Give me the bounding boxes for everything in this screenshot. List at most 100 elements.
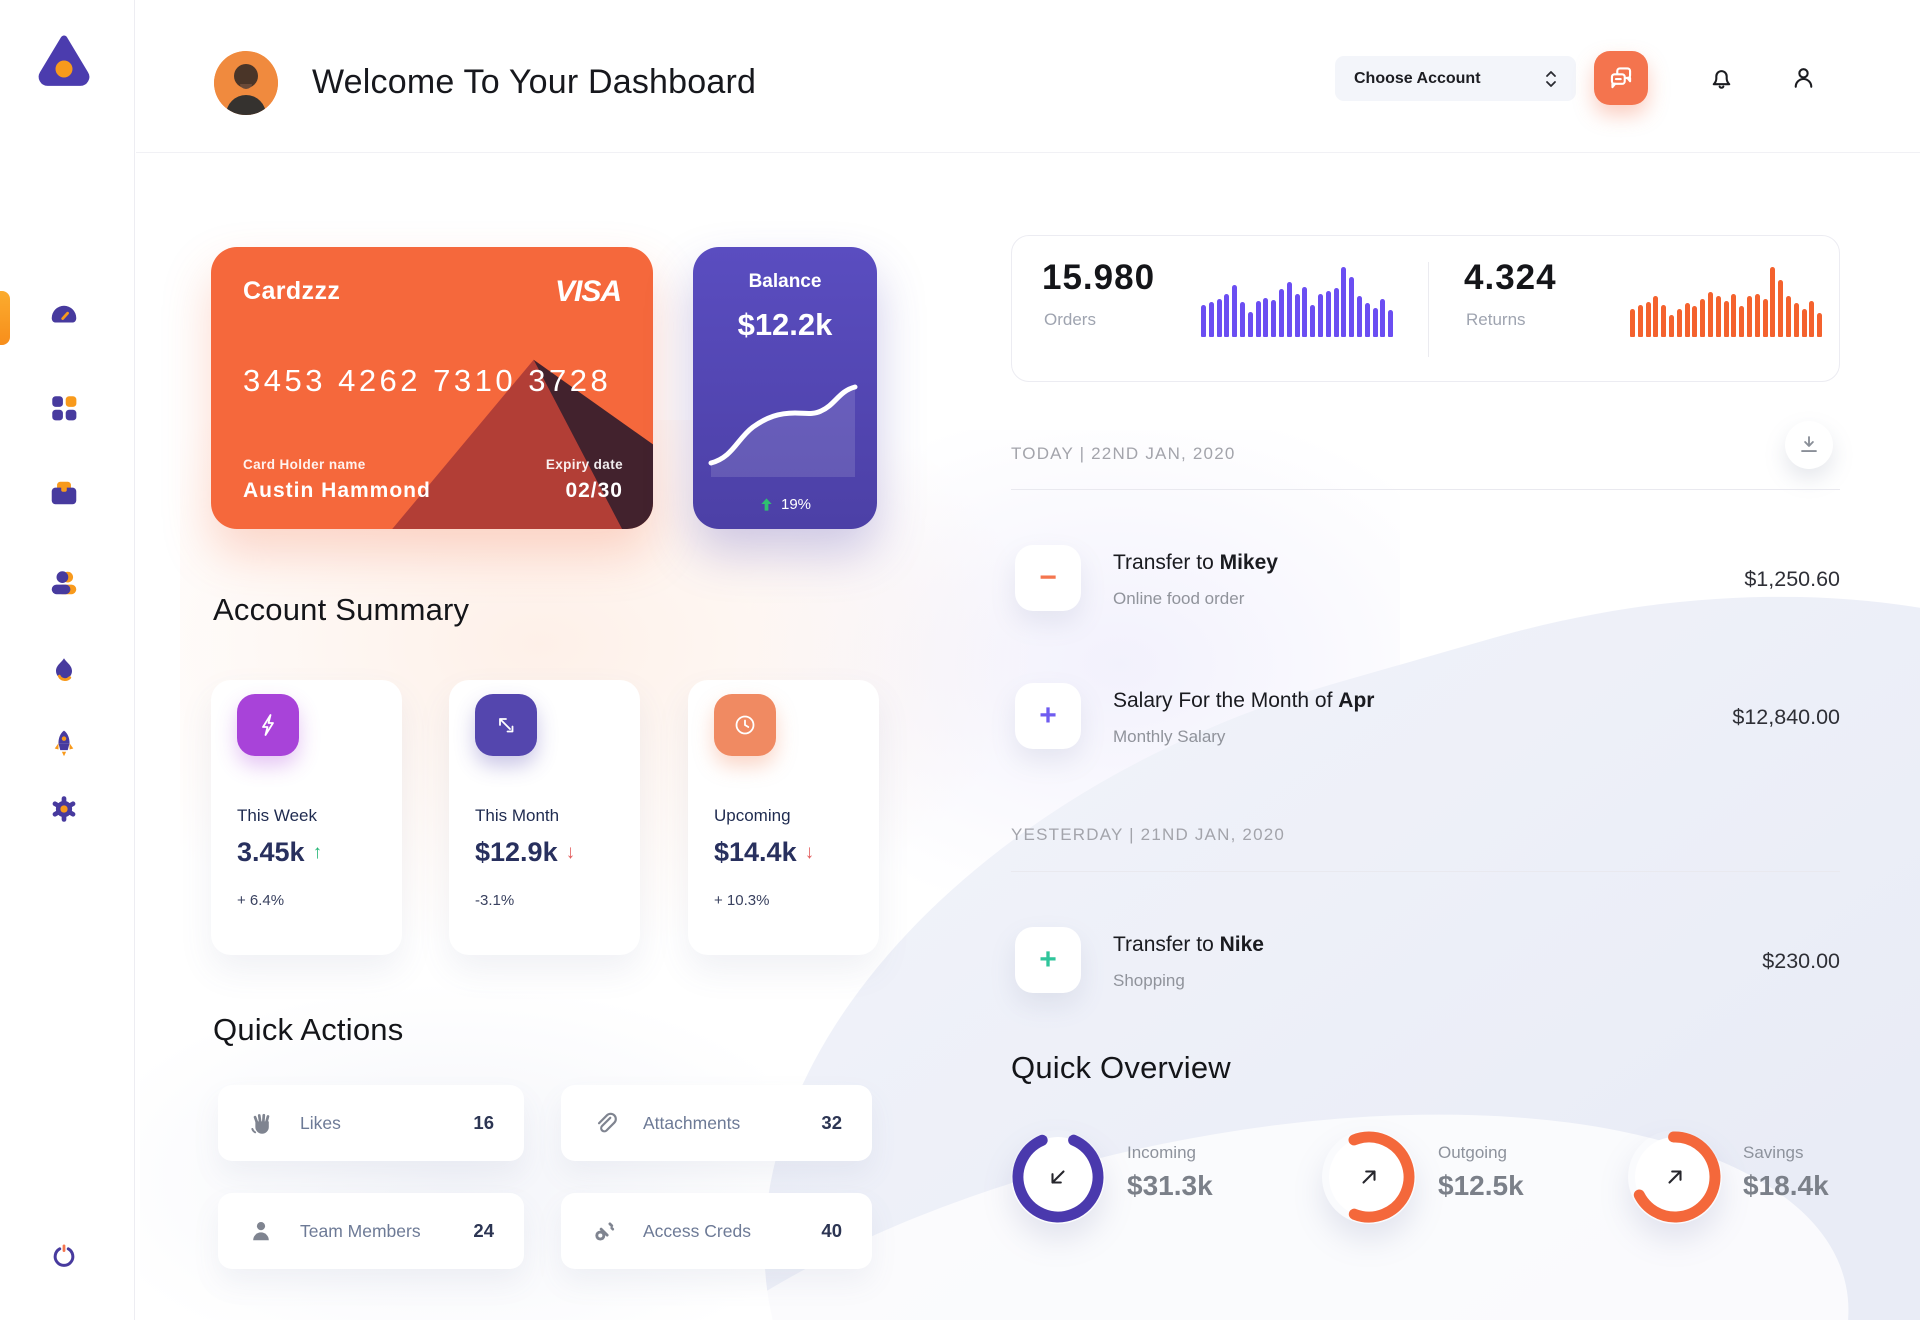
trend-down-icon: ↓ (565, 841, 576, 863)
app-logo[interactable] (34, 30, 94, 97)
returns-label: Returns (1466, 310, 1526, 329)
transaction-amount: $1,250.60 (1744, 567, 1840, 591)
up-arrow-icon (761, 498, 772, 511)
account-summary-heading: Account Summary (213, 592, 470, 627)
sidebar-item-profile[interactable] (48, 567, 82, 601)
balance-trend-chart (708, 384, 858, 477)
messages-button[interactable] (1594, 51, 1648, 105)
orders-returns-card: 15.980 Orders 4.324 Returns (1011, 235, 1840, 382)
transaction-amount: $230.00 (1762, 949, 1840, 973)
outgoing-value: $12.5k (1438, 1170, 1524, 1201)
quick-action-likes[interactable]: Likes 16 (218, 1085, 524, 1161)
avatar[interactable] (214, 51, 278, 115)
bank-card: Cardzzz VISA 3453 4262 7310 3728 Card Ho… (211, 247, 653, 529)
transaction-subtitle: Shopping (1113, 971, 1185, 990)
transaction-subtitle: Monthly Salary (1113, 727, 1226, 746)
balance-change-value: 19% (780, 496, 812, 513)
quick-action-count: 40 (821, 1220, 842, 1241)
incoming-ring (1011, 1130, 1105, 1224)
transaction-subtitle: Online food order (1113, 589, 1245, 608)
summary-delta: + 10.3% (714, 892, 770, 909)
transaction-sign-tile: + (1015, 927, 1081, 993)
quick-action-access-creds[interactable]: Access Creds 40 (561, 1193, 872, 1269)
plus-icon: + (1039, 699, 1057, 732)
visa-logo: VISA (554, 275, 622, 308)
quick-action-count: 24 (473, 1220, 494, 1241)
quick-action-label: Access Creds (643, 1220, 751, 1241)
transaction-sign-tile: + (1015, 683, 1081, 749)
sidebar-active-indicator (0, 291, 10, 345)
orders-sparkline-chart (1201, 267, 1395, 337)
page-title: Welcome To Your Dashboard (312, 63, 757, 101)
plus-icon: + (1039, 943, 1057, 976)
download-button[interactable] (1785, 421, 1833, 469)
bell-icon (1712, 70, 1731, 89)
incoming-label: Incoming (1127, 1143, 1196, 1162)
key-icon (595, 1222, 615, 1241)
card-number: 3453 4262 7310 3728 (243, 363, 612, 398)
transaction-title: Transfer to Mikey (1113, 551, 1278, 574)
summary-label: Upcoming (714, 806, 791, 825)
sidebar-item-trending[interactable] (48, 655, 82, 689)
divider (1011, 489, 1840, 490)
transfer-arrows-icon (499, 718, 514, 733)
card-expiry: Expiry date 02/30 (546, 457, 623, 503)
transaction-sign-tile: − (1015, 545, 1081, 611)
summary-label: This Month (475, 806, 560, 825)
sidebar-item-apps[interactable] (48, 392, 82, 426)
transaction-title: Transfer to Nike (1113, 933, 1264, 956)
speedometer-icon (51, 305, 77, 323)
quick-action-count: 16 (473, 1112, 494, 1133)
grid-icon (52, 396, 77, 421)
user-icon (51, 571, 77, 595)
quick-action-count: 32 (821, 1112, 842, 1133)
summary-card-upcoming: Upcoming $14.4k ↓ + 10.3% (688, 680, 879, 955)
chat-icon (1610, 67, 1632, 89)
balance-card: Balance $12.2k 19% (693, 247, 877, 529)
power-icon (53, 1244, 75, 1267)
gear-icon (52, 796, 76, 822)
summary-value: $12.9k (475, 837, 558, 867)
person-outline-icon (1794, 68, 1813, 88)
card-expiry-label: Expiry date (545, 457, 623, 472)
transaction-title: Salary For the Month of Apr (1113, 689, 1375, 712)
card-name: Cardzzz (243, 277, 341, 305)
summary-value: 3.45k (237, 837, 305, 867)
quick-action-label: Attachments (643, 1112, 741, 1133)
summary-label: This Week (237, 806, 317, 825)
clock-icon (735, 715, 755, 735)
transactions-group-heading-today: TODAY | 22ND JAN, 2020 (1011, 444, 1236, 463)
balance-label: Balance (748, 271, 822, 292)
summary-value: $14.4k (714, 837, 797, 867)
quick-action-label: Team Members (300, 1220, 421, 1241)
sidebar-item-portfolio[interactable] (48, 477, 82, 511)
account-select-label: Choose Account (1354, 69, 1481, 87)
quick-action-attachments[interactable]: Attachments 32 (561, 1085, 872, 1161)
balance-value: $12.2k (737, 307, 833, 342)
card-holder-label: Card Holder name (243, 457, 366, 472)
sidebar-item-dashboard[interactable] (48, 301, 82, 335)
orders-value: 15.980 (1042, 258, 1156, 297)
sidebar-item-settings[interactable] (48, 793, 82, 827)
sidebar (0, 0, 135, 1320)
rocket-icon (54, 730, 74, 757)
account-select[interactable]: Choose Account (1335, 56, 1576, 101)
paperclip-icon (597, 1112, 617, 1133)
trend-up-icon: ↑ (312, 841, 323, 863)
quick-action-team-members[interactable]: Team Members 24 (218, 1193, 524, 1269)
returns-sparkline-chart (1630, 267, 1826, 337)
divider (1428, 262, 1429, 357)
notifications-button[interactable] (1707, 64, 1736, 93)
profile-button[interactable] (1789, 64, 1818, 93)
avatar-photo (214, 51, 278, 115)
sidebar-item-launch[interactable] (48, 728, 82, 762)
minus-icon: − (1039, 561, 1057, 594)
arrow-down-left-icon (1051, 1170, 1065, 1184)
card-holder-name: Austin Hammond (243, 479, 431, 502)
savings-ring (1628, 1130, 1722, 1224)
sidebar-logout[interactable] (48, 1239, 82, 1273)
download-icon (1801, 436, 1817, 452)
savings-label: Savings (1743, 1143, 1804, 1162)
returns-value: 4.324 (1464, 258, 1557, 297)
